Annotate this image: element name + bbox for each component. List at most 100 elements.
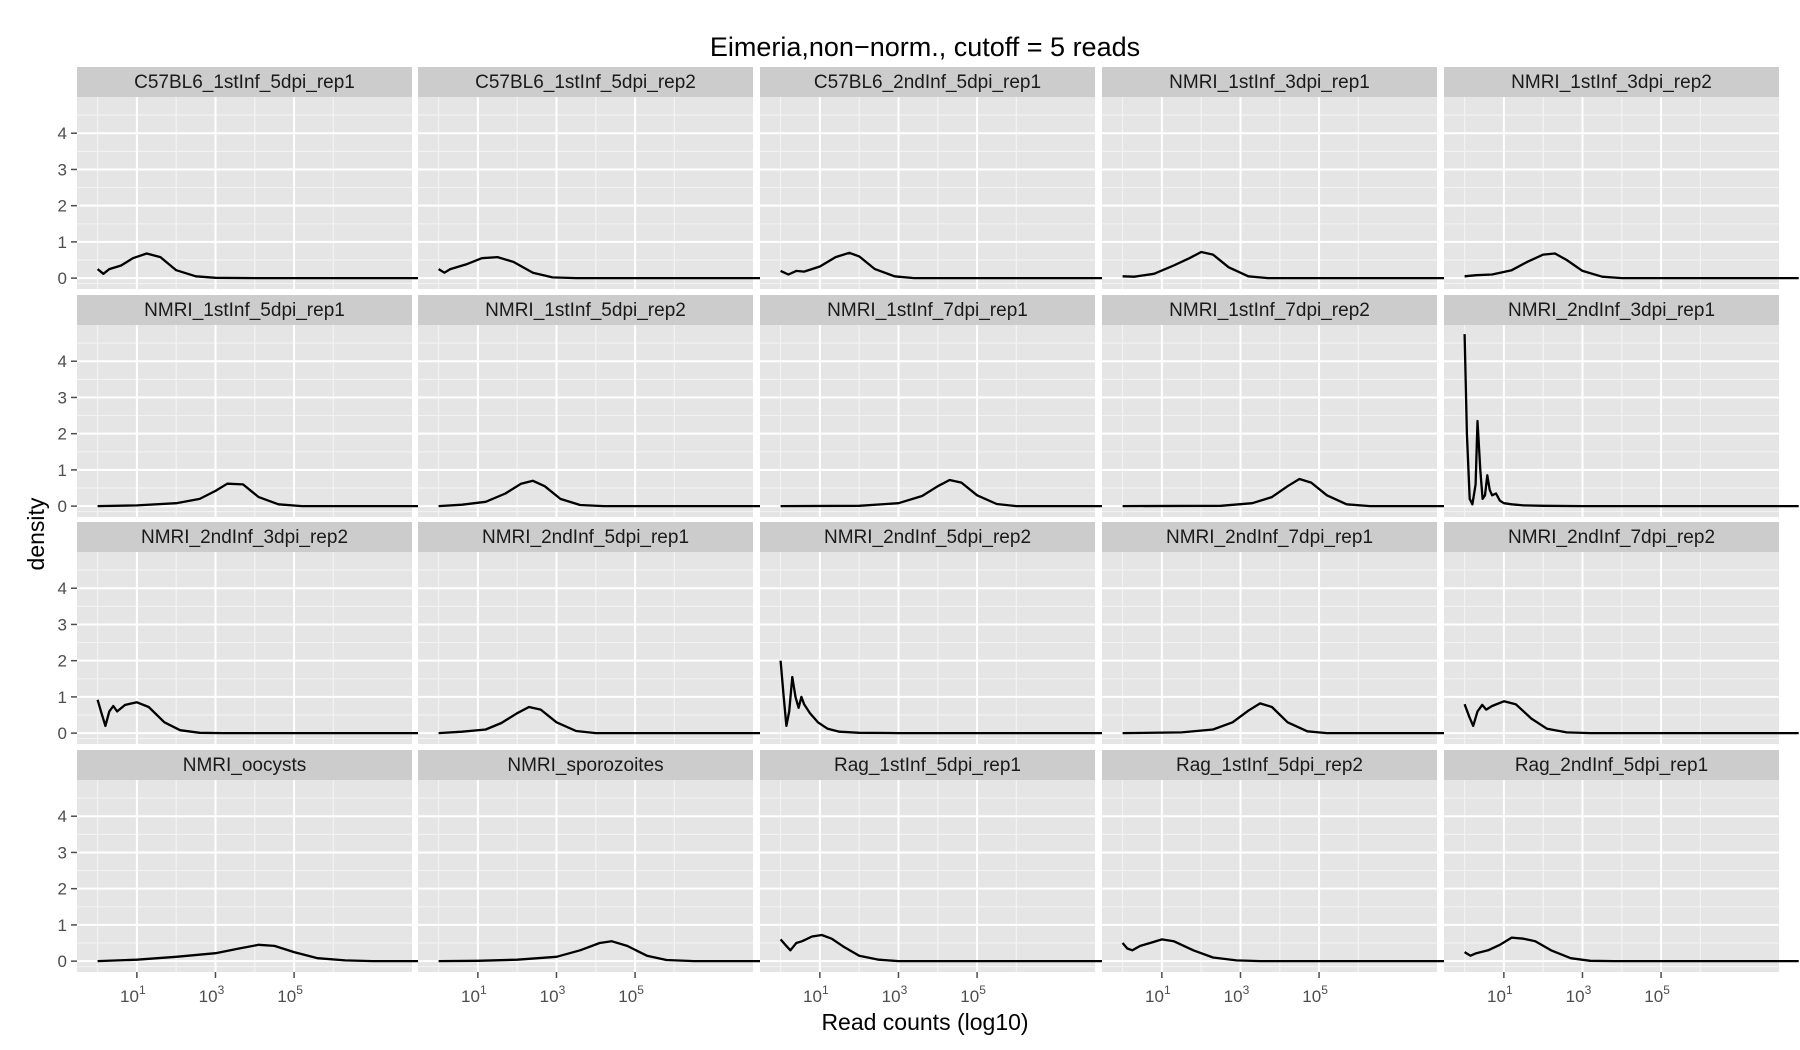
facet-label: C57BL6_2ndInf_5dpi_rep1 <box>814 72 1041 93</box>
facet-panel: NMRI_1stInf_3dpi_rep2 <box>1444 67 1799 289</box>
facet-panel: C57BL6_2ndInf_5dpi_rep1 <box>760 67 1115 289</box>
density-line <box>1122 702 1457 735</box>
x-tick-label: 103 <box>882 983 908 1006</box>
facet-panel: NMRI_2ndInf_7dpi_rep2 <box>1444 522 1799 744</box>
facet-label: NMRI_2ndInf_3dpi_rep1 <box>1508 300 1715 321</box>
density-line <box>779 660 1115 735</box>
facet-strip <box>760 522 1095 552</box>
facet-label: Rag_1stInf_5dpi_rep1 <box>834 755 1021 776</box>
facet-panel: Rag_1stInf_5dpi_rep2 101 103 105 <box>1102 750 1457 1006</box>
density-line <box>1463 936 1799 963</box>
y-tick-label: 1 <box>58 233 67 252</box>
facet-strip <box>418 522 753 552</box>
facet-panel: NMRI_1stInf_5dpi_rep1 0 1 2 3 4 <box>58 295 432 517</box>
panel-background <box>760 552 1095 744</box>
facet-strip <box>77 522 412 552</box>
facet-strip <box>418 750 753 780</box>
y-tick-label: 0 <box>58 497 67 516</box>
y-tick-label: 2 <box>58 880 67 899</box>
facet-panel: NMRI_1stInf_7dpi_rep2 <box>1102 295 1457 517</box>
panel-background <box>1444 325 1779 517</box>
x-tick-label: 101 <box>803 983 829 1006</box>
y-tick-label: 2 <box>58 652 67 671</box>
y-tick-label: 4 <box>58 352 67 371</box>
y-tick-label: 1 <box>58 916 67 935</box>
facet-label: NMRI_2ndInf_5dpi_rep2 <box>824 527 1031 548</box>
panel-background <box>77 97 412 289</box>
x-tick-label: 103 <box>1224 983 1250 1006</box>
density-line <box>438 705 773 735</box>
density-line <box>97 482 432 508</box>
facet-label: NMRI_2ndInf_3dpi_rep2 <box>141 527 348 548</box>
facet-label: NMRI_2ndInf_7dpi_rep2 <box>1508 527 1715 548</box>
facet-strip <box>760 750 1095 780</box>
facet-panel: C57BL6_1stInf_5dpi_rep2 <box>418 67 773 289</box>
density-line <box>96 252 432 280</box>
y-axis-title: density <box>23 497 49 570</box>
density-line <box>779 933 1115 963</box>
panel-background <box>760 780 1095 972</box>
facet-label: NMRI_1stInf_5dpi_rep1 <box>144 300 345 321</box>
facet-panel: NMRI_1stInf_7dpi_rep1 <box>760 295 1115 517</box>
facet-strip <box>418 67 753 97</box>
x-tick-label: 101 <box>1145 983 1171 1006</box>
density-line <box>1463 700 1799 735</box>
facet-panel: Rag_1stInf_5dpi_rep1 101 103 105 <box>760 750 1115 1006</box>
facet-strip <box>1444 750 1779 780</box>
y-tick-label: 3 <box>58 843 67 862</box>
facet-label: NMRI_1stInf_7dpi_rep1 <box>827 300 1028 321</box>
density-line <box>1121 938 1457 963</box>
y-tick-label: 3 <box>58 388 67 407</box>
x-tick-label: 105 <box>1302 983 1328 1006</box>
panel-background <box>760 325 1095 517</box>
density-line <box>780 251 1115 280</box>
panel-background <box>1102 97 1437 289</box>
panel-background <box>1444 552 1779 744</box>
facet-strip <box>1102 522 1437 552</box>
y-tick-label: 4 <box>58 579 67 598</box>
y-tick-label: 1 <box>58 461 67 480</box>
facet-strip <box>760 67 1095 97</box>
density-line <box>437 255 773 280</box>
x-tick-label: 105 <box>277 983 303 1006</box>
x-tick-label: 105 <box>1644 983 1670 1006</box>
y-tick-label: 0 <box>58 269 67 288</box>
density-line <box>1464 252 1799 280</box>
panel-background <box>760 97 1095 289</box>
facet-panel: C57BL6_1stInf_5dpi_rep1 0 1 2 3 4 <box>58 67 432 289</box>
y-tick-label: 4 <box>58 124 67 143</box>
facet-strip <box>1102 295 1437 325</box>
facet-strip <box>77 295 412 325</box>
y-tick-label: 0 <box>58 724 67 743</box>
y-tick-label: 3 <box>58 615 67 634</box>
density-line <box>96 699 432 735</box>
facet-label: NMRI_2ndInf_7dpi_rep1 <box>1166 527 1373 548</box>
density-line <box>1122 477 1457 508</box>
chart-title: Eimeria,non−norm., cutoff = 5 reads <box>710 32 1140 62</box>
facet-panel: NMRI_2ndInf_5dpi_rep2 <box>760 522 1115 744</box>
facet-label: NMRI_2ndInf_5dpi_rep1 <box>482 527 689 548</box>
facet-label: NMRI_1stInf_3dpi_rep2 <box>1511 72 1712 93</box>
facet-strip <box>1444 67 1779 97</box>
facet-panel: NMRI_1stInf_3dpi_rep1 <box>1102 67 1457 289</box>
facet-label: NMRI_1stInf_7dpi_rep2 <box>1169 300 1370 321</box>
facet-strip <box>1102 750 1437 780</box>
facet-panel: NMRI_2ndInf_3dpi_rep1 <box>1444 295 1799 517</box>
y-tick-label: 3 <box>58 160 67 179</box>
y-tick-label: 1 <box>58 688 67 707</box>
density-line <box>1122 250 1457 280</box>
density-line <box>97 943 432 963</box>
panel-background <box>1444 780 1779 972</box>
panel-background <box>77 780 412 972</box>
x-tick-label: 103 <box>1566 983 1592 1006</box>
density-line <box>438 940 773 963</box>
panel-background <box>418 97 753 289</box>
facet-strip <box>1444 295 1779 325</box>
facet-label: C57BL6_1stInf_5dpi_rep2 <box>475 72 696 93</box>
y-tick-label: 4 <box>58 807 67 826</box>
x-tick-label: 103 <box>199 983 225 1006</box>
x-tick-label: 105 <box>618 983 644 1006</box>
facet-strip <box>418 295 753 325</box>
y-tick-label: 2 <box>58 197 67 216</box>
facet-label: Rag_2ndInf_5dpi_rep1 <box>1515 755 1708 776</box>
